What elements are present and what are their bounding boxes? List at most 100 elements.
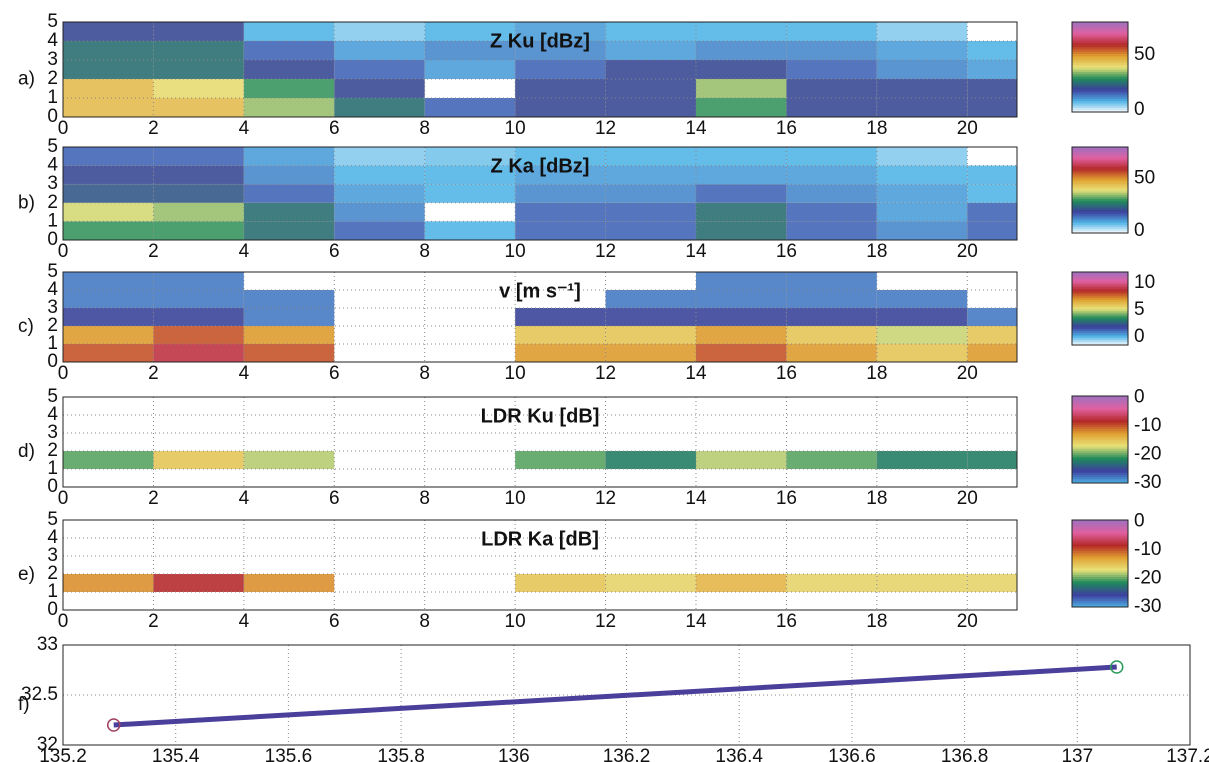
heat-cell	[244, 344, 334, 362]
heat-cell	[244, 221, 334, 240]
heat-cell	[786, 184, 876, 203]
x-tick-label: 8	[419, 488, 430, 509]
y-tick-label: 3	[47, 422, 58, 443]
heat-cell	[967, 60, 1017, 79]
x-tick-label: 20	[957, 611, 978, 632]
x-tick-label: 18	[866, 363, 887, 384]
heat-cell	[153, 166, 243, 185]
x-tick-label: 10	[505, 611, 526, 632]
y-tick-label: 4	[47, 527, 58, 548]
panel-label: e)	[18, 564, 35, 585]
x-tick-label: 0	[58, 611, 69, 632]
x-tick-label: 137.2	[1166, 746, 1209, 762]
x-tick-label: 10	[505, 488, 526, 509]
heat-cell	[696, 98, 786, 117]
heat-cell	[515, 79, 605, 98]
heat-cell	[244, 308, 334, 326]
heat-cell	[606, 98, 696, 117]
heat-cell	[153, 79, 243, 98]
heat-cell	[696, 451, 786, 469]
y-tick-label: 32	[37, 734, 58, 755]
heat-cell	[786, 344, 876, 362]
heat-cell	[877, 98, 967, 117]
x-tick-label: 18	[866, 611, 887, 632]
heat-cell	[696, 22, 786, 41]
heat-cell	[606, 451, 696, 469]
heat-cell	[606, 166, 696, 185]
x-tick-label: 0	[58, 488, 69, 509]
heat-cell	[244, 203, 334, 222]
x-tick-label: 136	[498, 746, 530, 762]
heat-cell	[606, 290, 696, 308]
heat-cell	[606, 326, 696, 344]
heat-cell	[606, 22, 696, 41]
y-tick-label: 0	[47, 351, 58, 372]
x-tick-label: 137	[1061, 746, 1093, 762]
x-tick-label: 16	[776, 611, 797, 632]
heat-cell	[63, 79, 153, 98]
y-tick-label: 4	[47, 155, 58, 176]
x-tick-label: 0	[58, 363, 69, 384]
x-tick-label: 8	[419, 241, 430, 262]
heat-cell	[153, 147, 243, 166]
heat-cell	[244, 290, 334, 308]
heat-cell	[606, 60, 696, 79]
heat-cell	[877, 326, 967, 344]
x-tick-label: 136.8	[941, 746, 989, 762]
heat-cell	[606, 221, 696, 240]
heat-cell	[786, 272, 876, 290]
y-tick-label: 4	[47, 404, 58, 425]
heat-cell	[696, 272, 786, 290]
heat-cell	[696, 344, 786, 362]
heat-cell	[786, 326, 876, 344]
panel-title: LDR Ka [dB]	[481, 528, 599, 550]
heat-cell	[63, 290, 153, 308]
x-tick-label: 8	[419, 363, 430, 384]
x-tick-label: 16	[776, 241, 797, 262]
heat-cell	[696, 326, 786, 344]
x-tick-label: 135.4	[152, 746, 200, 762]
heat-cell	[153, 290, 243, 308]
heat-cell	[425, 184, 515, 203]
colorbar-tick-label: 50	[1134, 167, 1155, 188]
heat-cell	[696, 308, 786, 326]
x-tick-label: 18	[866, 488, 887, 509]
heat-cell	[244, 451, 334, 469]
x-tick-label: 14	[685, 118, 707, 139]
heat-cell	[63, 326, 153, 344]
heat-cell	[877, 290, 967, 308]
heat-cell	[515, 574, 605, 592]
heat-cell	[606, 147, 696, 166]
heat-cell	[967, 326, 1017, 344]
heat-cell	[153, 451, 243, 469]
heat-cell	[334, 60, 424, 79]
x-tick-label: 8	[419, 611, 430, 632]
x-tick-label: 16	[776, 488, 797, 509]
x-tick-label: 2	[148, 363, 159, 384]
y-tick-label: 2	[47, 192, 58, 213]
heat-cell	[153, 203, 243, 222]
heat-cell	[877, 574, 967, 592]
heat-cell	[877, 147, 967, 166]
heat-cell	[786, 451, 876, 469]
heat-cell	[244, 98, 334, 117]
heat-cell	[786, 308, 876, 326]
heat-cell	[153, 326, 243, 344]
x-tick-label: 10	[505, 363, 526, 384]
heat-cell	[877, 221, 967, 240]
y-tick-label: 3	[47, 173, 58, 194]
heat-cell	[877, 451, 967, 469]
heat-cell	[334, 147, 424, 166]
colorbar-tick-label: 50	[1134, 44, 1155, 65]
heat-cell	[244, 166, 334, 185]
heat-cell	[244, 326, 334, 344]
y-tick-label: 2	[47, 563, 58, 584]
heat-cell	[696, 60, 786, 79]
x-tick-label: 0	[58, 241, 69, 262]
heat-cell	[696, 79, 786, 98]
heat-cell	[244, 184, 334, 203]
panel-title: Z Ka [dBz]	[491, 155, 590, 177]
heat-cell	[606, 184, 696, 203]
y-tick-label: 3	[47, 49, 58, 70]
y-tick-label: 5	[47, 386, 58, 407]
